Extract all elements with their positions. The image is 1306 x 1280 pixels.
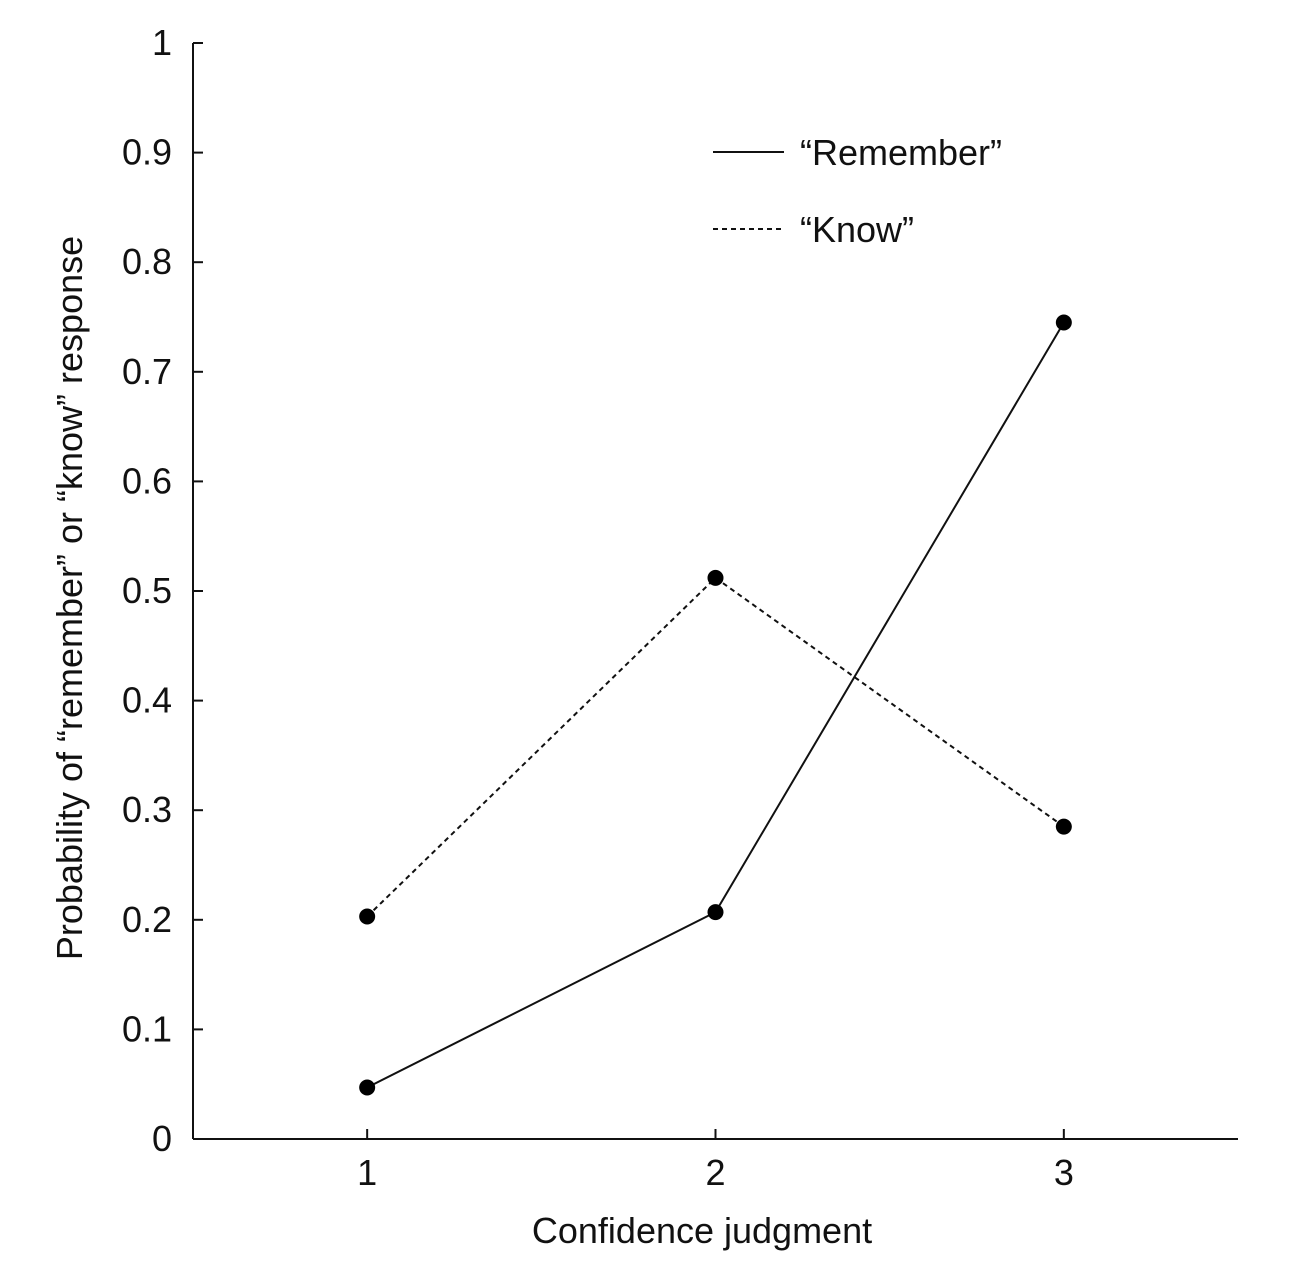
y-tick-label: 0.3 xyxy=(122,789,172,830)
x-axis-title: Confidence judgment xyxy=(532,1210,872,1251)
y-tick-label: 0.4 xyxy=(122,680,172,721)
x-tick-label: 1 xyxy=(357,1152,377,1193)
y-axis-title: Probability of “remember” or “know” resp… xyxy=(49,236,90,960)
legend: “Remember” “Know” xyxy=(713,132,1002,250)
legend-label-know: “Know” xyxy=(800,209,914,250)
axes xyxy=(192,43,1238,1140)
y-tick-label: 0.2 xyxy=(122,899,172,940)
y-ticks: 0 0.1 0.2 0.3 0.4 0.5 0.6 0.7 0.8 0.9 1 xyxy=(122,22,203,1159)
data-point-know xyxy=(707,569,724,586)
legend-label-remember: “Remember” xyxy=(800,132,1002,173)
data-point-remember xyxy=(1055,314,1072,331)
data-point-remember xyxy=(359,1079,376,1096)
y-tick-label: 0.9 xyxy=(122,132,172,173)
y-tick-label: 0.1 xyxy=(122,1008,172,1049)
y-tick-label: 0 xyxy=(152,1118,172,1159)
series-layer xyxy=(359,314,1072,1096)
y-tick-label: 0.7 xyxy=(122,351,172,392)
y-tick-label: 1 xyxy=(152,22,172,63)
y-tick-label: 0.5 xyxy=(122,570,172,611)
y-tick-label: 0.6 xyxy=(122,460,172,501)
x-tick-label: 2 xyxy=(705,1152,725,1193)
x-ticks: 1 2 3 xyxy=(357,1129,1074,1193)
data-point-know xyxy=(359,908,376,925)
data-point-know xyxy=(1055,818,1072,835)
data-point-remember xyxy=(707,904,724,921)
series-line-know xyxy=(366,576,1065,918)
x-tick-label: 3 xyxy=(1054,1152,1074,1193)
y-tick-label: 0.8 xyxy=(122,241,172,282)
series-line-remember xyxy=(366,321,1065,1089)
